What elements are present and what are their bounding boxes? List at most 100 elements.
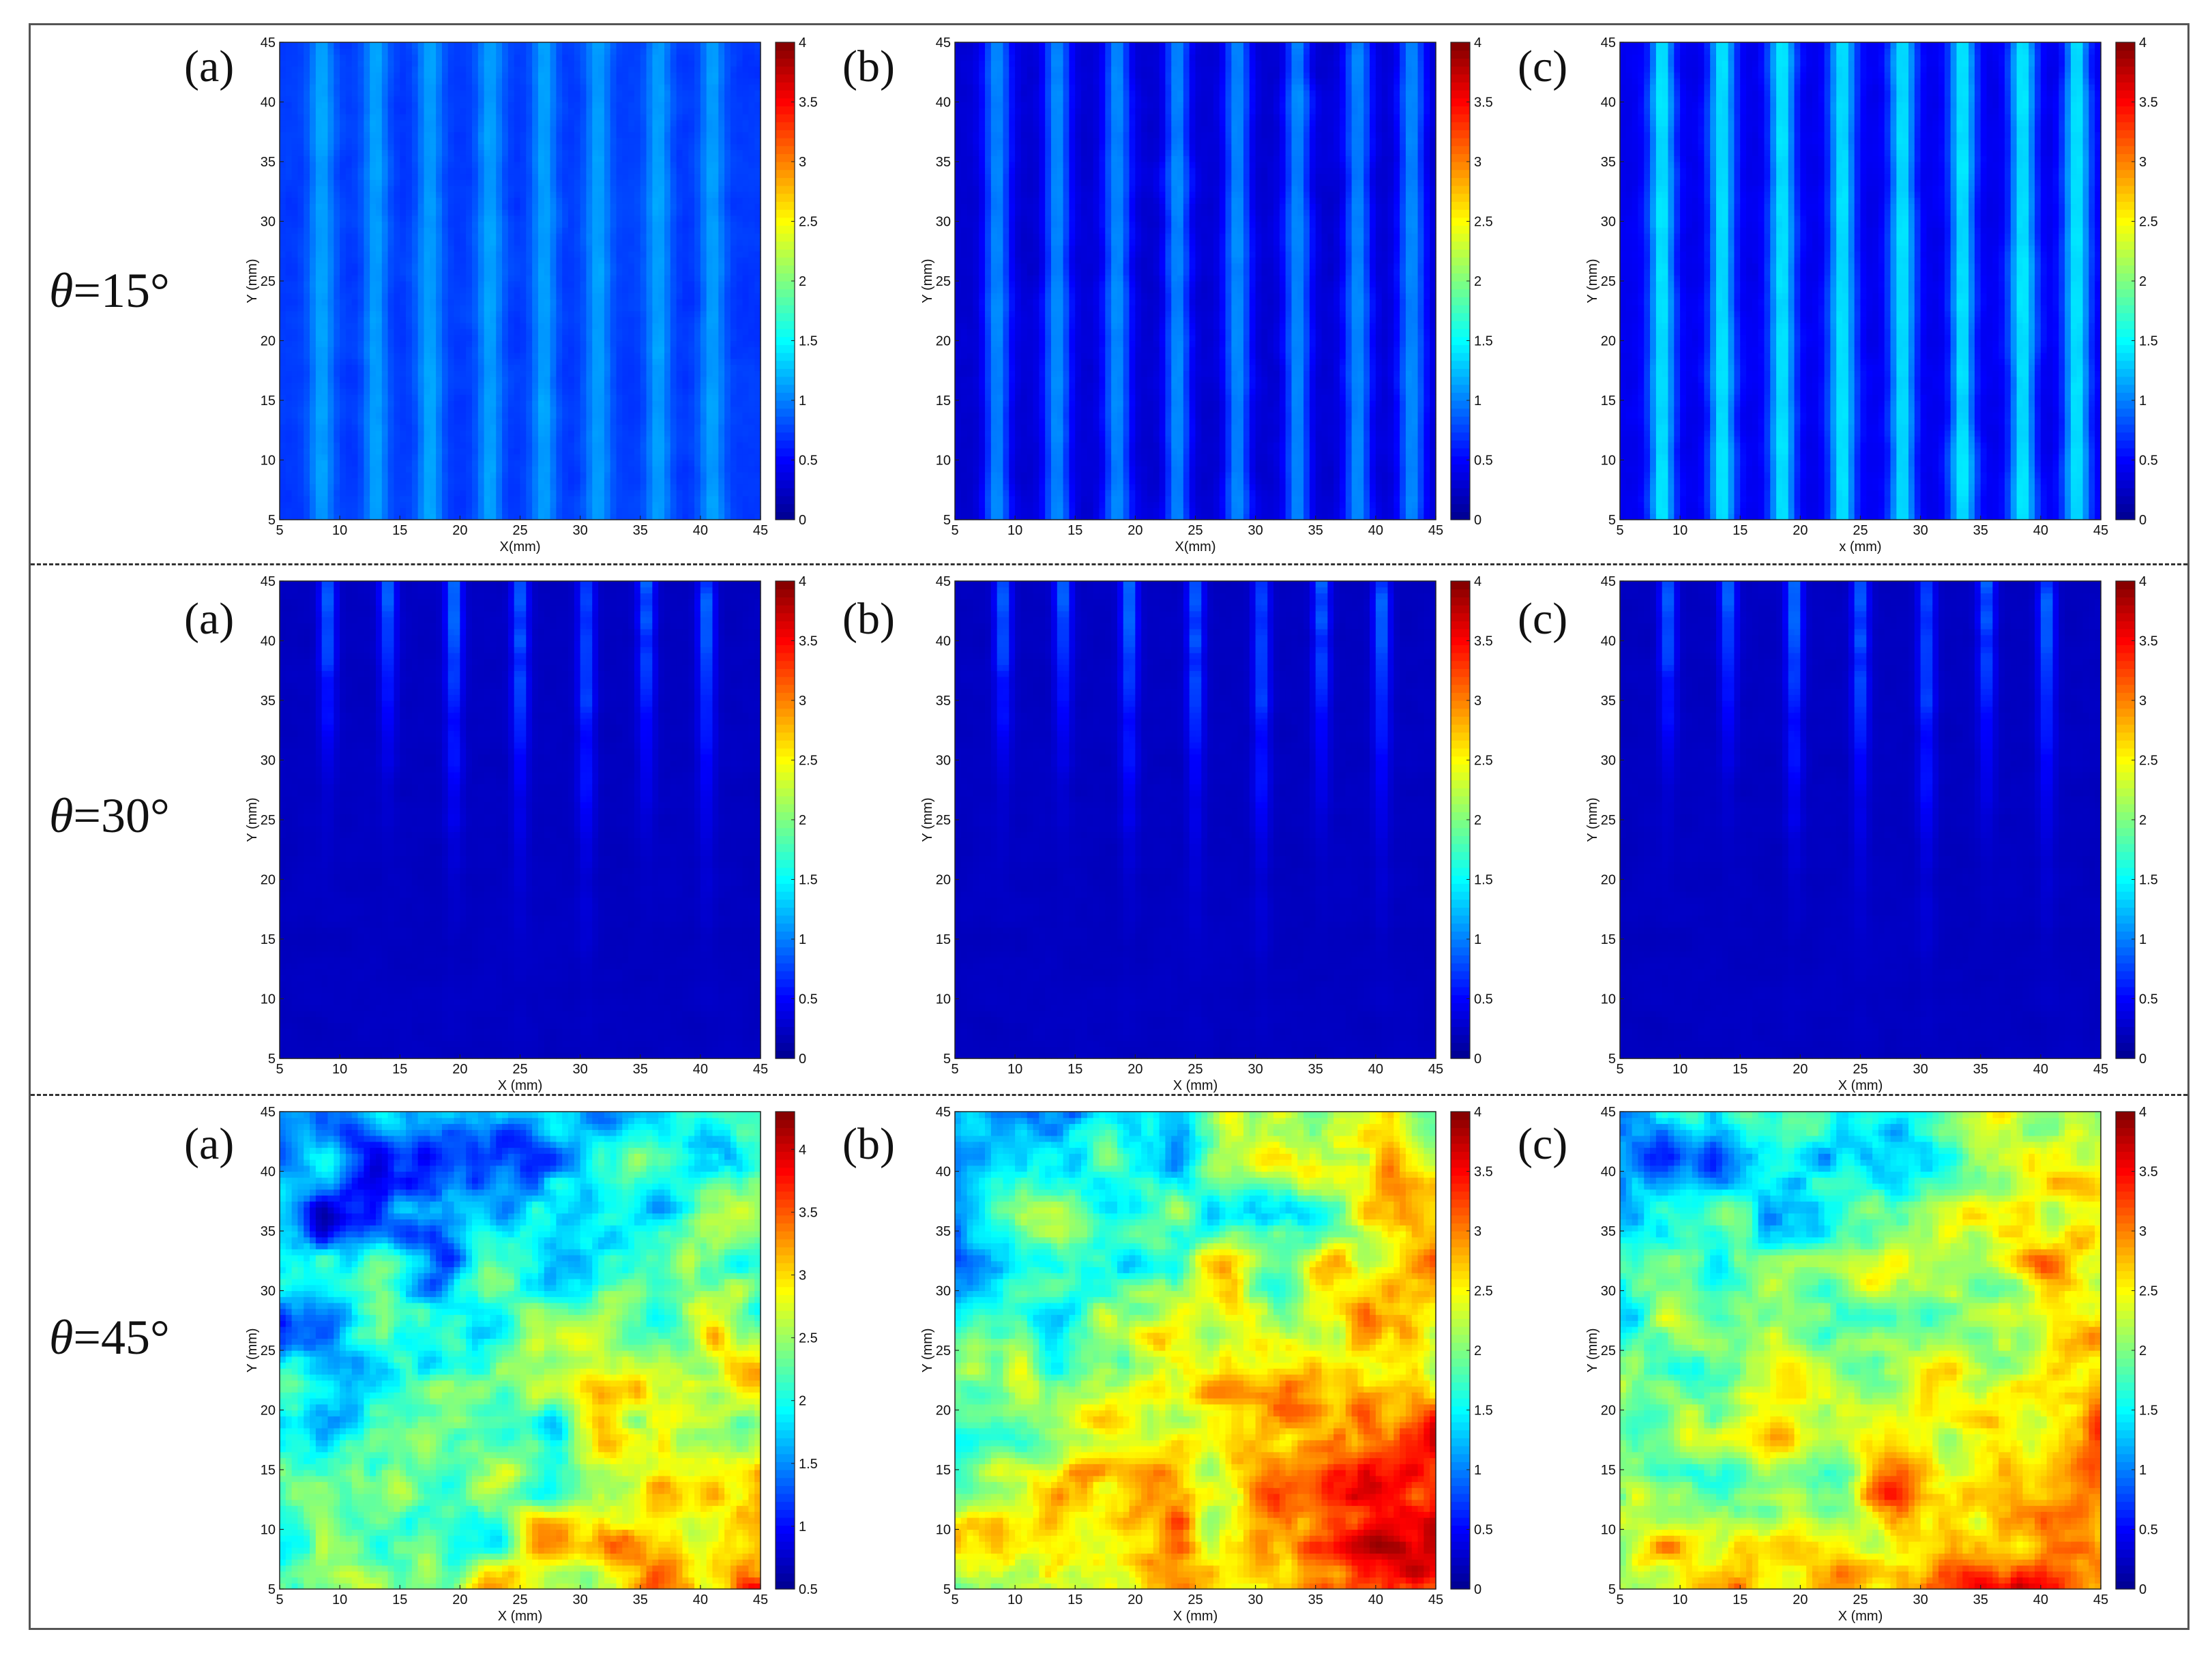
colorbar-tick-label: 3	[799, 155, 806, 170]
colorbar-tick-label: 2	[2139, 1344, 2147, 1359]
y-tick-label: 20	[1601, 873, 1616, 888]
y-tick-label: 15	[261, 1463, 276, 1478]
panel-tag: (a)	[184, 1118, 234, 1170]
y-tick-label: 35	[261, 694, 276, 709]
x-tick-label: 20	[1793, 523, 1808, 538]
y-tick-label: 10	[936, 454, 951, 469]
y-tick-label: 15	[261, 394, 276, 409]
x-tick-label: 10	[1672, 1062, 1687, 1077]
y-tick-label: 5	[943, 1582, 951, 1597]
panel-tag: (b)	[842, 41, 895, 93]
colorbar-tick-label: 2.5	[799, 754, 818, 769]
y-tick-label: 15	[1601, 1463, 1616, 1478]
x-tick-label: 25	[512, 523, 527, 538]
row-label-theta-30: θ=30°	[49, 788, 170, 844]
colorbar-tick-label: 3	[1474, 1224, 1481, 1239]
x-tick-label: 15	[1067, 523, 1082, 538]
y-tick-label: 15	[261, 932, 276, 947]
colorbar-tick-label: 0.5	[1474, 1523, 1493, 1538]
x-axis-label: X(mm)	[1175, 539, 1216, 554]
x-tick-label: 5	[951, 523, 958, 538]
colorbar-tick-label: 1	[799, 1519, 806, 1534]
colorbar-tick-label: 3.5	[799, 634, 818, 649]
x-tick-label: 45	[2093, 1062, 2108, 1077]
x-tick-label: 20	[1127, 1592, 1142, 1607]
x-tick-label: 40	[693, 1592, 708, 1607]
x-tick-label: 25	[1853, 1592, 1868, 1607]
x-tick-label: 30	[573, 523, 588, 538]
heatmap-cells	[955, 581, 1436, 1059]
y-axis-label: Y (mm)	[245, 1328, 260, 1372]
x-tick-label: 25	[1188, 1062, 1203, 1077]
x-tick-label: 25	[512, 1592, 527, 1607]
colorbar	[775, 580, 795, 1059]
x-tick-label: 15	[1732, 523, 1748, 538]
y-tick-label: 30	[936, 754, 951, 769]
colorbar-tick-label: 1	[1474, 394, 1481, 409]
y-tick-label: 30	[936, 215, 951, 230]
x-tick-label: 40	[693, 1062, 708, 1077]
y-tick-label: 40	[1601, 95, 1616, 110]
y-tick-label: 30	[1601, 215, 1616, 230]
x-tick-label: 15	[392, 523, 407, 538]
x-tick-label: 5	[276, 523, 283, 538]
x-tick-label: 35	[633, 1062, 648, 1077]
colorbar-tick-label: 0.5	[1474, 992, 1493, 1007]
x-tick-label: 20	[1793, 1062, 1808, 1077]
y-tick-label: 30	[936, 1284, 951, 1299]
colorbar-tick-label: 1.5	[799, 1457, 818, 1472]
x-tick-label: 10	[332, 1062, 347, 1077]
y-tick-label: 30	[261, 754, 276, 769]
colorbar-tick-label: 3	[799, 694, 806, 709]
y-tick-label: 15	[936, 932, 951, 947]
x-axis-label: X (mm)	[1173, 1609, 1218, 1624]
colorbar-tick-label: 1.5	[1474, 873, 1493, 888]
colorbar-tick-label: 1	[2139, 394, 2147, 409]
x-axis-label: X (mm)	[498, 1609, 543, 1624]
x-tick-label: 5	[1616, 1592, 1623, 1607]
colorbar-tick-label: 3.5	[1474, 1165, 1493, 1180]
colorbar-tick-label: 0	[1474, 1052, 1481, 1067]
x-tick-label: 40	[1368, 1062, 1383, 1077]
y-tick-label: 10	[1601, 454, 1616, 469]
y-axis-label: Y (mm)	[1585, 797, 1600, 842]
y-tick-label: 20	[261, 873, 276, 888]
figure-frame	[29, 23, 2189, 1630]
colorbar-tick-label: 0	[2139, 1582, 2147, 1597]
colorbar-tick-label: 2.5	[1474, 215, 1493, 230]
y-tick-label: 5	[268, 1052, 276, 1067]
y-tick-label: 10	[936, 1523, 951, 1538]
colorbar-tick-label: 1	[1474, 1463, 1481, 1478]
colorbar-tick-label: 0	[2139, 513, 2147, 528]
y-tick-label: 10	[936, 992, 951, 1007]
y-tick-label: 45	[261, 574, 276, 589]
y-tick-label: 20	[936, 873, 951, 888]
colorbar-tick-label: 2.5	[1474, 754, 1493, 769]
y-axis-label: Y (mm)	[1585, 258, 1600, 303]
heatmap-panel: 5 10 15 20 25 30 35 40 4551015202530354045X(mm)Y…	[245, 35, 818, 554]
colorbar-tick-label: 1	[1474, 932, 1481, 947]
x-tick-label: 45	[2093, 1592, 2108, 1607]
x-tick-label: 25	[512, 1062, 527, 1077]
row-divider	[31, 563, 2187, 565]
y-tick-label: 20	[1601, 1404, 1616, 1419]
x-tick-label: 45	[1428, 523, 1443, 538]
colorbar-tick-label: 3.5	[799, 95, 818, 110]
colorbar-tick-label: 2.5	[799, 215, 818, 230]
colorbar-tick-label: 1.5	[2139, 873, 2158, 888]
x-tick-label: 35	[633, 523, 648, 538]
x-axis-label: X (mm)	[498, 1078, 543, 1093]
y-tick-label: 10	[261, 454, 276, 469]
colorbar-tick-label: 4	[1474, 35, 1481, 50]
x-tick-label: 35	[1973, 523, 1988, 538]
y-tick-label: 25	[1601, 813, 1616, 828]
x-axis-label: X (mm)	[1838, 1609, 1883, 1624]
y-tick-label: 5	[1608, 1052, 1616, 1067]
y-tick-label: 25	[936, 813, 951, 828]
y-tick-label: 10	[1601, 1523, 1616, 1538]
colorbar-tick-label: 3	[1474, 155, 1481, 170]
panel-tag: (b)	[842, 593, 895, 645]
